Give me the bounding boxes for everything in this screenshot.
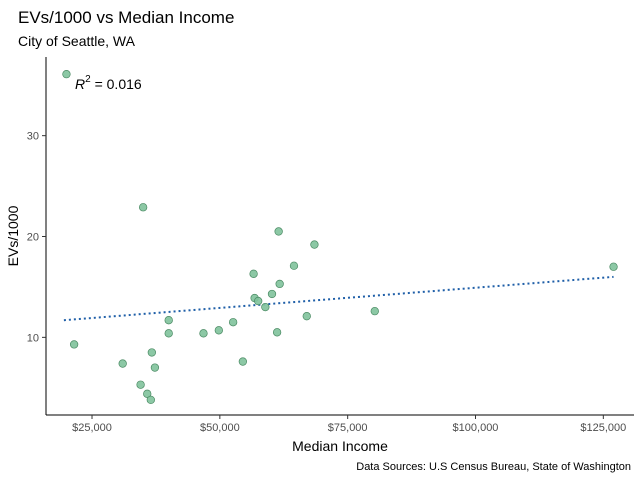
data-point <box>150 363 160 372</box>
data-point <box>62 69 71 79</box>
x-tick-label: $25,000 <box>72 422 112 434</box>
r-squared-exponent: 2 <box>85 74 91 85</box>
data-point <box>146 395 155 405</box>
data-point <box>370 306 379 316</box>
data-point <box>272 328 282 337</box>
x-axis-title: Median Income <box>292 438 388 454</box>
y-axis-title: EVs/1000 <box>5 205 21 266</box>
data-point <box>609 262 618 271</box>
r-squared-value: = 0.016 <box>91 76 142 92</box>
data-point <box>238 357 248 366</box>
data-point <box>289 261 299 270</box>
data-point <box>267 289 277 299</box>
chart-title: EVs/1000 vs Median Income <box>18 8 234 27</box>
y-tick-label: 10 <box>27 332 39 344</box>
data-point <box>164 316 173 325</box>
x-tick-label: $125,000 <box>580 422 626 434</box>
data-point <box>274 227 283 236</box>
trendline <box>63 275 614 322</box>
data-point <box>143 389 152 398</box>
data-point <box>302 312 311 321</box>
y-axis-ticks: 10 20 30 <box>27 131 46 344</box>
data-point <box>118 359 127 368</box>
r-squared-symbol: R <box>75 76 85 92</box>
data-point <box>164 329 173 338</box>
x-tick-label: $50,000 <box>200 422 240 434</box>
data-point <box>138 203 148 212</box>
data-point <box>228 318 238 327</box>
y-tick-label: 30 <box>27 131 39 143</box>
data-point <box>214 326 223 335</box>
data-point <box>199 329 208 338</box>
data-point <box>254 296 263 306</box>
data-point <box>310 240 319 249</box>
points-layer <box>62 69 618 405</box>
x-axis-ticks: $25,000 $50,000 $75,000 $100,000 $125,000 <box>72 415 626 434</box>
data-sources-caption: Data Sources: U.S Census Bureau, State o… <box>356 461 631 473</box>
r-squared-annotation: R2 = 0.016 <box>75 74 142 92</box>
data-point <box>147 348 156 357</box>
data-point <box>275 279 284 289</box>
data-point <box>69 340 79 349</box>
x-tick-label: $75,000 <box>328 422 368 434</box>
chart-subtitle: City of Seattle, WA <box>18 33 136 49</box>
data-point <box>261 302 270 312</box>
data-point <box>249 269 258 278</box>
y-tick-label: 20 <box>27 232 39 244</box>
x-tick-label: $100,000 <box>453 422 499 434</box>
trendline-layer <box>63 275 614 322</box>
data-point <box>136 380 145 389</box>
